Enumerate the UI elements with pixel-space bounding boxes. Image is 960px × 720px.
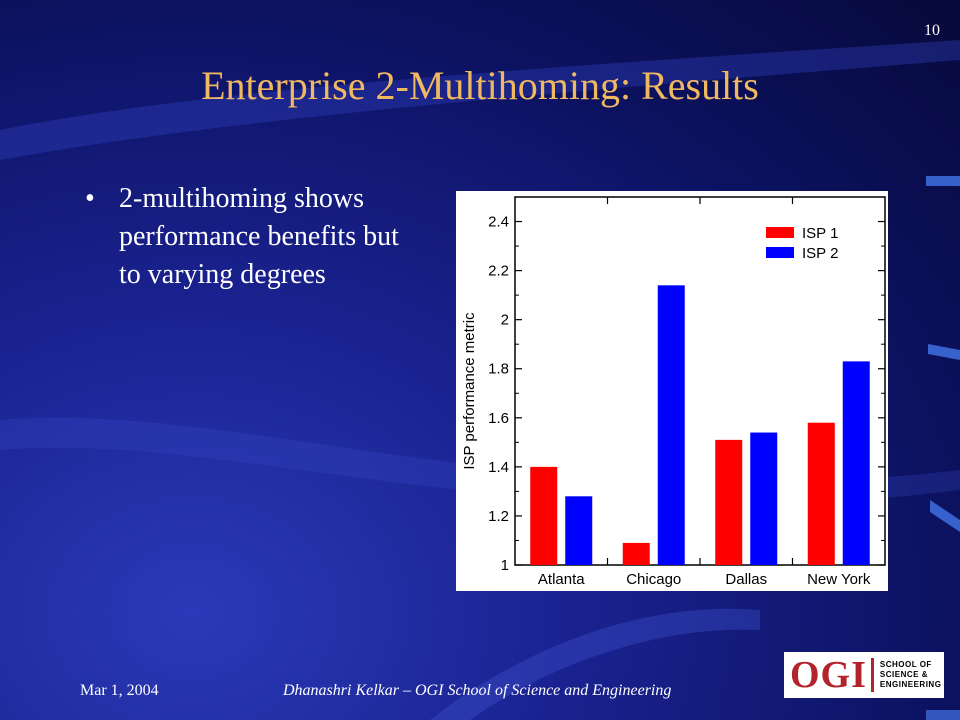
x-tick-label: New York bbox=[807, 571, 871, 588]
legend-swatch bbox=[766, 247, 794, 258]
logo-line: SCHOOL OF bbox=[879, 660, 932, 669]
y-tick-label: 1 bbox=[501, 557, 509, 574]
footer-date: Mar 1, 2004 bbox=[80, 682, 159, 699]
logo-line: ENGINEERING bbox=[879, 680, 942, 689]
y-tick-label: 2.4 bbox=[488, 214, 509, 231]
slide-number: 10 bbox=[924, 22, 940, 39]
bar-chart: 1 1.2 1.4 1.6 1.8 2 2.2 2.4 ISP performance metr… bbox=[456, 191, 888, 591]
bar-isp1 bbox=[715, 439, 743, 565]
bullet-item: • 2-multihoming shows performance benefi… bbox=[85, 180, 425, 293]
bullet-list: • 2-multihoming shows performance benefi… bbox=[85, 180, 425, 293]
y-tick-label: 1.4 bbox=[488, 459, 509, 476]
ogi-logo: OGI SCHOOL OF SCIENCE & ENGINEERING bbox=[784, 652, 944, 698]
logo-mark: OGI bbox=[790, 654, 867, 696]
logo-line: SCIENCE & bbox=[879, 670, 928, 679]
x-tick-label: Dallas bbox=[725, 571, 767, 588]
y-axis-label: ISP performance metric bbox=[461, 312, 478, 470]
legend-label: ISP 1 bbox=[802, 225, 838, 242]
bar-isp2 bbox=[750, 432, 778, 565]
legend-label: ISP 2 bbox=[802, 245, 838, 262]
logo-divider bbox=[870, 658, 874, 692]
y-tick-label: 2 bbox=[501, 312, 509, 329]
y-tick-label: 1.2 bbox=[488, 508, 509, 525]
bar-isp1 bbox=[807, 422, 835, 565]
bar-isp2 bbox=[565, 496, 593, 565]
bar-isp2 bbox=[657, 285, 685, 565]
x-tick-label: Atlanta bbox=[538, 571, 585, 588]
bar-isp1 bbox=[622, 542, 650, 565]
y-tick-label: 2.2 bbox=[488, 263, 509, 280]
bar-isp1 bbox=[530, 466, 558, 565]
chart-svg: 1 1.2 1.4 1.6 1.8 2 2.2 2.4 ISP performance metr… bbox=[461, 196, 886, 588]
y-tick-label: 1.6 bbox=[488, 410, 509, 427]
logo-text: SCHOOL OF SCIENCE & ENGINEERING bbox=[880, 660, 942, 690]
bullet-dot-icon: • bbox=[85, 183, 95, 214]
bullet-text: 2-multihoming shows performance benefits… bbox=[119, 183, 399, 290]
footer-author: Dhanashri Kelkar – OGI School of Science… bbox=[283, 682, 672, 699]
x-tick-label: Chicago bbox=[626, 571, 681, 588]
legend-swatch bbox=[766, 227, 794, 238]
y-tick-label: 1.8 bbox=[488, 361, 509, 378]
bar-isp2 bbox=[842, 361, 870, 565]
slide-title: Enterprise 2-Multihoming: Results bbox=[201, 63, 759, 108]
